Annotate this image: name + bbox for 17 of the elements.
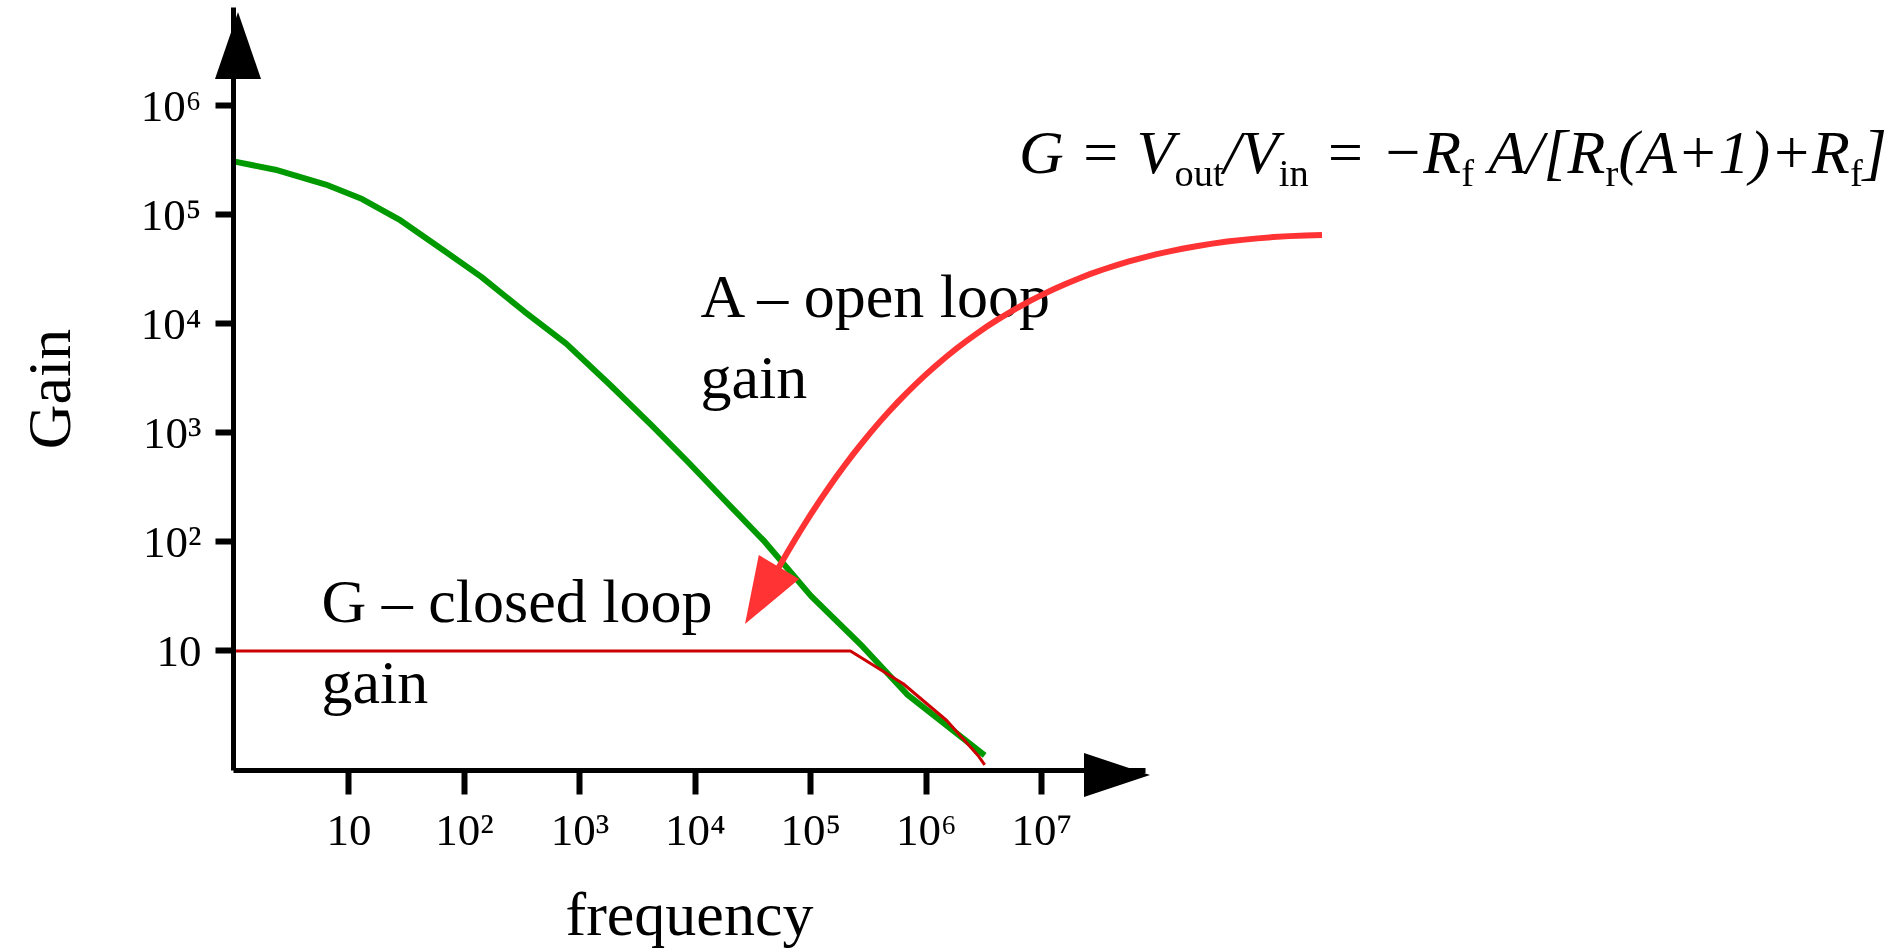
y-tick-label: 10 — [156, 625, 202, 676]
x-tick-label: 10³ — [550, 804, 610, 855]
x-tick-label: 10⁶ — [896, 804, 957, 855]
series-label: G – closed loop gain — [321, 566, 713, 717]
x-tick-label: 10² — [435, 804, 494, 855]
y-tick-label: 10⁴ — [140, 298, 202, 349]
y-tick-label: 10⁶ — [140, 80, 202, 131]
x-tick-label: 10⁴ — [665, 804, 726, 855]
x-tick-label: 10 — [326, 804, 372, 855]
y-tick-label: 10⁵ — [140, 189, 202, 240]
y-axis-title: Gain — [14, 328, 83, 450]
x-tick-label: 10⁷ — [1011, 804, 1073, 855]
x-tick-label: 10⁵ — [780, 804, 842, 855]
y-tick-label: 10³ — [143, 407, 202, 458]
y-tick-label: 10² — [143, 516, 202, 567]
text: G = V$_{out}$/V$_{in}$ = −R$_{f}$ A/[R$_{r}$(A+1)+R$_{f}$] — [1019, 118, 1887, 195]
x-axis-title: frequency — [565, 879, 814, 948]
